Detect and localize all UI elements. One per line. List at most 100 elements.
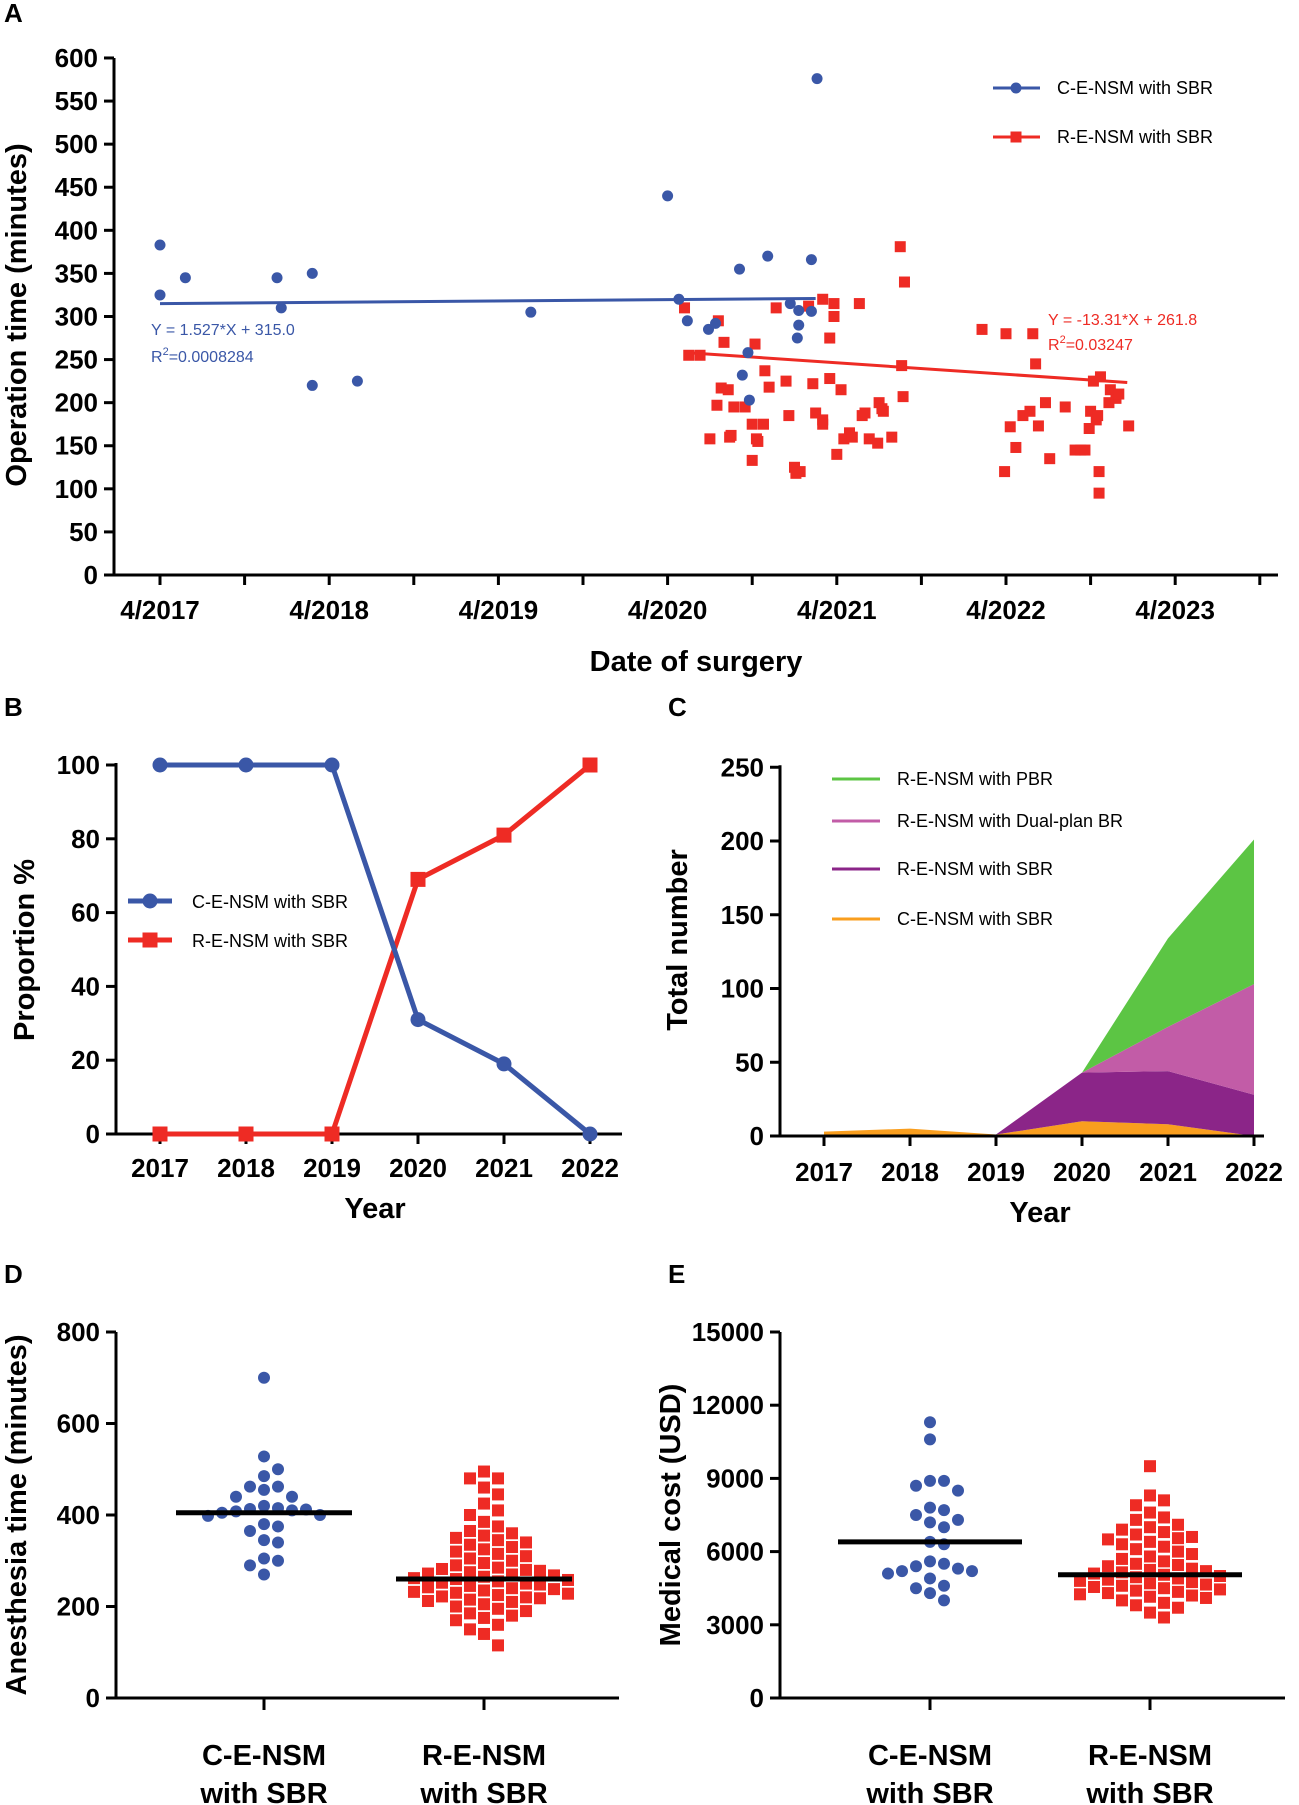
a-point-r-e-nsm <box>828 298 840 310</box>
b-point-c-e-nsm <box>496 1056 512 1072</box>
d-point-r-e-nsm <box>478 1543 490 1556</box>
panel-e-medical-cost-dotplot: 0 3000 6000 9000 12000 15000 C-E-NSM with SBR R-… <box>655 1317 1285 1805</box>
a-y-tick-label: 500 <box>55 129 98 159</box>
d-point-c-e-nsm <box>244 1559 256 1572</box>
a-y-tick-label: 200 <box>55 388 98 418</box>
a-point-c-e-nsm <box>736 369 748 381</box>
e-y-tick-label: 3000 <box>706 1610 764 1640</box>
e-point-r-e-nsm <box>1158 1511 1170 1524</box>
b-x-axis-title: Year <box>344 1193 405 1225</box>
a-point-c-e-nsm <box>351 375 363 387</box>
a-point-r-e-nsm <box>1113 388 1125 400</box>
e-point-r-e-nsm <box>1158 1611 1170 1624</box>
e-point-r-e-nsm <box>1172 1532 1184 1545</box>
a-x-tick-label: 4/2017 <box>120 595 200 625</box>
d-y-tick-label: 800 <box>57 1317 100 1347</box>
a-y-tick-label: 250 <box>55 345 98 375</box>
e-point-r-e-nsm <box>1172 1518 1184 1531</box>
e-point-r-e-nsm <box>1144 1590 1156 1603</box>
d-point-r-e-nsm <box>506 1595 518 1608</box>
e-point-r-e-nsm <box>1158 1494 1170 1507</box>
a-point-r-e-nsm <box>715 382 727 394</box>
c-area-c-e-nsm-sbr <box>824 1121 1254 1136</box>
d-point-r-e-nsm <box>478 1465 490 1478</box>
a-x-tick-label: 4/2020 <box>628 595 708 625</box>
a-y-axis-title: Operation time (minutes) <box>1 143 33 486</box>
a-point-c-e-nsm <box>784 298 796 310</box>
a-x-tick-label: 4/2019 <box>459 595 539 625</box>
a-point-c-e-nsm <box>734 263 746 275</box>
a-point-r-e-nsm <box>835 384 847 396</box>
b-point-c-e-nsm <box>410 1012 426 1028</box>
d-point-r-e-nsm <box>548 1583 560 1596</box>
c-x-tick-label: 2017 <box>795 1157 853 1187</box>
a-point-r-e-nsm <box>1079 444 1091 456</box>
a-point-r-e-nsm <box>838 433 850 445</box>
e-point-r-e-nsm <box>1158 1582 1170 1595</box>
c-x-tick-label: 2020 <box>1053 1157 1111 1187</box>
e-y-axis-title: Medical cost (USD) <box>655 1384 687 1647</box>
b-x-tick-label: 2020 <box>389 1153 447 1183</box>
e-point-c-e-nsm <box>938 1579 950 1592</box>
d-point-r-e-nsm <box>478 1598 490 1611</box>
b-point-r-e-nsm <box>324 1126 340 1142</box>
e-point-r-e-nsm <box>1158 1540 1170 1553</box>
e-point-r-e-nsm <box>1144 1606 1156 1619</box>
b-x-tick-label: 2021 <box>475 1153 533 1183</box>
a-point-r-e-nsm <box>898 276 910 288</box>
a-point-r-e-nsm <box>976 323 988 335</box>
a-point-r-e-nsm <box>897 391 909 403</box>
a-point-r-e-nsm <box>1010 441 1022 453</box>
e-y-tick-label: 15000 <box>692 1317 764 1347</box>
d-point-c-e-nsm <box>258 1552 270 1565</box>
d-point-r-e-nsm <box>492 1488 504 1501</box>
e-group-label: R-E-NSM <box>1088 1740 1212 1772</box>
e-point-r-e-nsm <box>1074 1588 1086 1601</box>
e-point-r-e-nsm <box>1102 1560 1114 1573</box>
d-point-c-e-nsm <box>258 1499 270 1512</box>
e-point-c-e-nsm <box>924 1587 936 1600</box>
d-point-r-e-nsm <box>534 1592 546 1605</box>
d-point-r-e-nsm <box>520 1605 532 1618</box>
e-point-r-e-nsm <box>1130 1599 1142 1612</box>
a-point-c-e-nsm <box>793 319 805 331</box>
e-point-r-e-nsm <box>1186 1530 1198 1543</box>
a-point-r-e-nsm <box>749 338 761 350</box>
d-point-r-e-nsm <box>492 1589 504 1602</box>
panel-label-e: E <box>668 1259 685 1289</box>
e-point-r-e-nsm <box>1144 1489 1156 1502</box>
d-point-r-e-nsm <box>464 1509 476 1521</box>
e-point-c-e-nsm <box>924 1416 936 1429</box>
a-point-r-e-nsm <box>1092 410 1104 422</box>
e-point-c-e-nsm <box>924 1433 936 1446</box>
a-point-r-e-nsm <box>1032 420 1044 432</box>
e-y-tick-label: 6000 <box>706 1537 764 1567</box>
a-point-r-e-nsm <box>1017 410 1029 422</box>
panel-label-c: C <box>668 692 687 722</box>
b-point-c-e-nsm <box>238 757 254 773</box>
e-point-r-e-nsm <box>1186 1562 1198 1575</box>
e-y-tick-label: 9000 <box>706 1463 764 1493</box>
d-point-r-e-nsm <box>464 1566 476 1579</box>
e-point-c-e-nsm <box>910 1560 922 1573</box>
e-point-r-e-nsm <box>1074 1574 1086 1587</box>
e-point-c-e-nsm <box>924 1572 936 1585</box>
c-x-tick-label: 2022 <box>1225 1157 1283 1187</box>
a-point-c-e-nsm <box>805 254 817 266</box>
e-point-c-e-nsm <box>938 1474 950 1487</box>
b-x-tick-label: 2022 <box>561 1153 619 1183</box>
e-point-r-e-nsm <box>1214 1583 1226 1596</box>
e-point-r-e-nsm <box>1172 1601 1184 1614</box>
a-point-r-e-nsm <box>810 407 822 419</box>
a-point-r-e-nsm <box>877 405 889 417</box>
e-point-r-e-nsm <box>1158 1596 1170 1609</box>
a-point-r-e-nsm <box>803 300 815 312</box>
a-point-r-e-nsm <box>1093 466 1105 478</box>
e-point-r-e-nsm <box>1158 1555 1170 1568</box>
a-point-r-e-nsm <box>739 401 751 413</box>
a-point-c-e-nsm <box>525 306 537 318</box>
e-y-tick-label: 12000 <box>692 1390 764 1420</box>
c-x-tick-label: 2018 <box>881 1157 939 1187</box>
a-fit-line-c-e-nsm <box>159 296 816 306</box>
a-point-r-e-nsm <box>770 302 782 314</box>
